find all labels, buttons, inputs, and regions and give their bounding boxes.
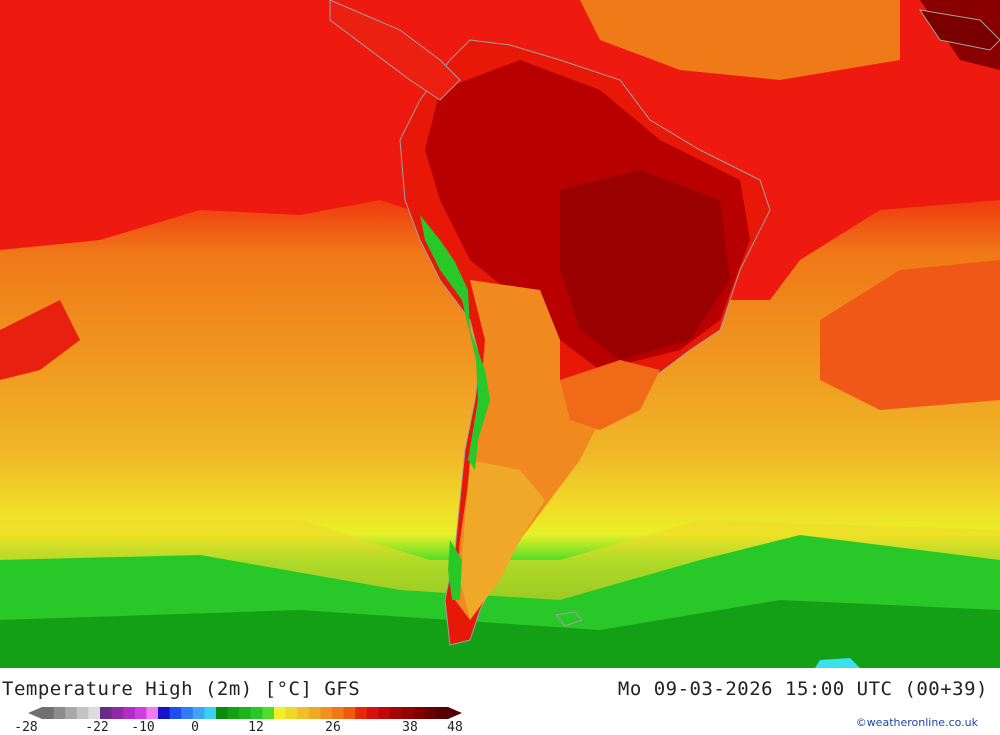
scale-swatch bbox=[343, 707, 356, 719]
scale-swatch bbox=[285, 707, 298, 719]
scale-swatch bbox=[227, 707, 240, 719]
south-dark-green bbox=[0, 600, 1000, 668]
scale-swatch bbox=[297, 707, 310, 719]
scale-swatch bbox=[355, 707, 368, 719]
scale-swatch bbox=[158, 707, 171, 719]
central-america-land bbox=[329, 0, 461, 101]
scale-swatch bbox=[401, 707, 414, 719]
scale-tick-label: 0 bbox=[191, 720, 199, 735]
scale-swatch bbox=[169, 707, 182, 719]
scale-swatch bbox=[378, 707, 391, 719]
patagonia-light bbox=[460, 460, 545, 620]
scale-swatch bbox=[123, 707, 136, 719]
antarctic-cyan bbox=[815, 658, 860, 668]
scale-swatch bbox=[216, 707, 229, 719]
scale-swatch bbox=[332, 707, 345, 719]
scale-swatch bbox=[366, 707, 379, 719]
scale-swatch bbox=[53, 707, 66, 719]
caribbean-islands bbox=[918, 9, 1000, 51]
scale-swatch bbox=[76, 707, 89, 719]
scale-arrow-right bbox=[448, 707, 462, 719]
falkland-islands bbox=[555, 611, 583, 627]
chile-coast-green bbox=[448, 540, 462, 600]
scale-swatch bbox=[100, 707, 113, 719]
west-pacific-red bbox=[0, 300, 80, 380]
scale-labels: -28 -22 -10 0 12 26 38 48 bbox=[0, 720, 480, 735]
scale-swatch bbox=[88, 707, 101, 719]
map-title: Temperature High (2m) [°C] GFS bbox=[2, 678, 361, 700]
east-atlantic-orange bbox=[820, 260, 1000, 410]
credit-link[interactable]: ©weatheronline.co.uk bbox=[855, 716, 978, 729]
scale-tick-label: 38 bbox=[402, 720, 418, 735]
scale-swatch bbox=[424, 707, 437, 719]
footer bbox=[0, 668, 1000, 733]
scale-tick-label: 12 bbox=[248, 720, 264, 735]
scale-swatch bbox=[250, 707, 263, 719]
scale-tick-label: 48 bbox=[447, 720, 463, 735]
scale-swatch bbox=[111, 707, 124, 719]
scale-tick-label: -22 bbox=[85, 720, 109, 735]
scale-tick-label: -10 bbox=[131, 720, 155, 735]
scale-swatch bbox=[390, 707, 403, 719]
scale-swatch bbox=[262, 707, 275, 719]
scale-swatch bbox=[134, 707, 147, 719]
scale-swatch bbox=[274, 707, 287, 719]
temperature-map bbox=[0, 0, 1000, 668]
scale-tick-label: -28 bbox=[14, 720, 38, 735]
scale-swatch bbox=[65, 707, 78, 719]
south-brazil-orange bbox=[560, 360, 660, 430]
scale-swatch bbox=[42, 707, 55, 719]
scale-arrow-left bbox=[28, 707, 42, 719]
scale-swatch bbox=[239, 707, 252, 719]
scale-swatch bbox=[308, 707, 321, 719]
scale-swatch bbox=[192, 707, 205, 719]
color-scale bbox=[28, 707, 462, 719]
scale-swatch bbox=[320, 707, 333, 719]
scale-swatch bbox=[181, 707, 194, 719]
forecast-datetime: Mo 09-03-2026 15:00 UTC (00+39) bbox=[617, 678, 988, 700]
scale-swatch bbox=[413, 707, 426, 719]
scale-swatch bbox=[436, 707, 449, 719]
scale-swatch bbox=[146, 707, 159, 719]
central-dark-patch bbox=[560, 170, 730, 360]
andes-green-strip bbox=[420, 215, 490, 470]
nw-orange-patch bbox=[580, 0, 900, 80]
scale-tick-label: 26 bbox=[325, 720, 341, 735]
scale-swatch bbox=[204, 707, 217, 719]
